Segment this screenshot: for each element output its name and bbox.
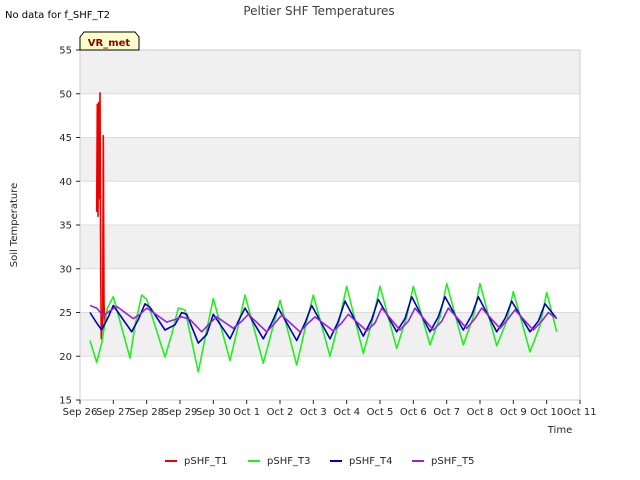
x-tick-label: Sep 29 xyxy=(163,407,198,418)
badge-shape xyxy=(79,31,140,51)
y-tick-label: 20 xyxy=(59,352,72,363)
x-tick-label: Oct 8 xyxy=(467,407,494,418)
y-tick-label: 45 xyxy=(59,133,72,144)
legend-label-pshf-t4: pSHF_T4 xyxy=(349,456,392,467)
x-tick-label: Oct 1 xyxy=(233,407,260,418)
no-data-note: No data for f_SHF_T2 xyxy=(5,10,110,21)
y-tick-label: 35 xyxy=(59,221,72,232)
y-axis-label: Soil Temperature xyxy=(9,183,20,268)
x-tick-label: Oct 6 xyxy=(400,407,427,418)
y-tick-label: 30 xyxy=(59,264,72,275)
series-line-pshf-t4 xyxy=(89,295,558,344)
series-line-pshf-t5 xyxy=(89,304,558,333)
y-tick-label: 50 xyxy=(59,89,72,100)
x-tick-label: Oct 4 xyxy=(333,407,360,418)
x-axis-label: Time xyxy=(547,425,572,436)
x-tick-label: Sep 30 xyxy=(196,407,231,418)
x-tick-label: Oct 7 xyxy=(433,407,460,418)
x-tick-label: Oct 5 xyxy=(367,407,394,418)
series-layer xyxy=(89,92,558,373)
legend-label-pshf-t3: pSHF_T3 xyxy=(267,456,310,467)
x-tick-label: Sep 28 xyxy=(129,407,164,418)
y-tick-label: 40 xyxy=(59,177,72,188)
chart-title: Peltier SHF Temperatures xyxy=(243,4,394,18)
x-tick-label: Sep 26 xyxy=(63,407,98,418)
legend: pSHF_T1 pSHF_T3 pSHF_T4 pSHF_T5 xyxy=(165,456,474,467)
x-tick-label: Oct 2 xyxy=(267,407,294,418)
y-tick-label: 15 xyxy=(59,396,72,407)
x-tick-label: Oct 9 xyxy=(500,407,527,418)
badge-label: VR_met xyxy=(88,38,131,49)
plot-band xyxy=(80,137,580,182)
y-tick-label: 25 xyxy=(59,308,72,319)
plot-band xyxy=(80,225,580,269)
vr-met-badge: VR_met xyxy=(79,31,140,51)
y-tick-labels: 15 20 25 30 35 40 45 50 55 xyxy=(59,46,80,407)
x-tick-label: Oct 3 xyxy=(300,407,327,418)
legend-label-pshf-t5: pSHF_T5 xyxy=(431,456,474,467)
x-tick-label: Oct 10 xyxy=(530,407,563,418)
plot-band xyxy=(80,50,580,94)
legend-label-pshf-t1: pSHF_T1 xyxy=(184,456,227,467)
x-tick-label: Oct 11 xyxy=(563,407,596,418)
x-tick-label: Sep 27 xyxy=(96,407,131,418)
y-tick-label: 55 xyxy=(59,46,72,57)
plot-bands xyxy=(80,50,580,357)
